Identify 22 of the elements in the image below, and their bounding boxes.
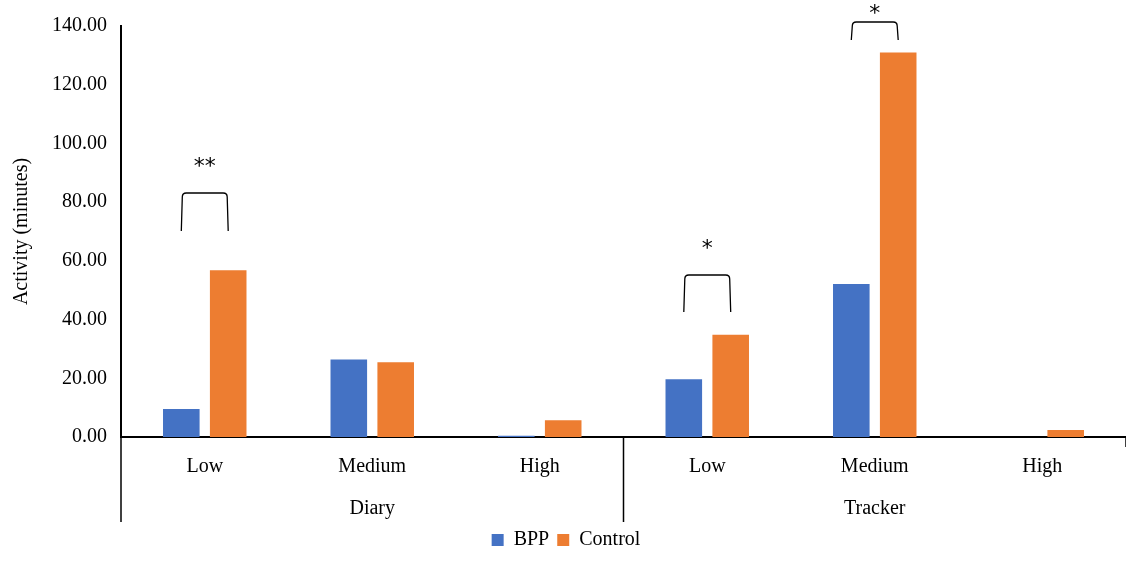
annotation: * — [869, 0, 881, 25]
y-tick-label: 0.00 — [72, 424, 107, 447]
annotation: ** — [193, 153, 216, 178]
text: Tracker — [844, 496, 906, 519]
text: Diary — [349, 496, 396, 520]
y-tick-label: 20.00 — [62, 365, 107, 388]
x-tick-label: High — [1022, 454, 1063, 478]
annotation: * — [701, 235, 713, 260]
y-tick-label: 40.00 — [62, 306, 107, 329]
y-tick-label: 140.00 — [52, 13, 107, 36]
x-tick-label: Low — [186, 454, 224, 477]
x-tick-label: Low — [688, 454, 727, 477]
legend-label: Control — [579, 527, 641, 550]
y-tick-label: 80.00 — [62, 189, 107, 212]
y-tick-label: 100.00 — [52, 130, 107, 153]
y-tick-label: 120.00 — [52, 71, 107, 94]
y-tick-label: 60.00 — [62, 248, 107, 271]
x-tick-label: High — [519, 454, 560, 478]
y-axis-title: Activity (minutes) — [9, 157, 33, 306]
legend-label: BPP — [513, 527, 550, 550]
x-tick-label: Medium — [338, 454, 407, 477]
x-tick-label: Medium — [840, 454, 910, 477]
